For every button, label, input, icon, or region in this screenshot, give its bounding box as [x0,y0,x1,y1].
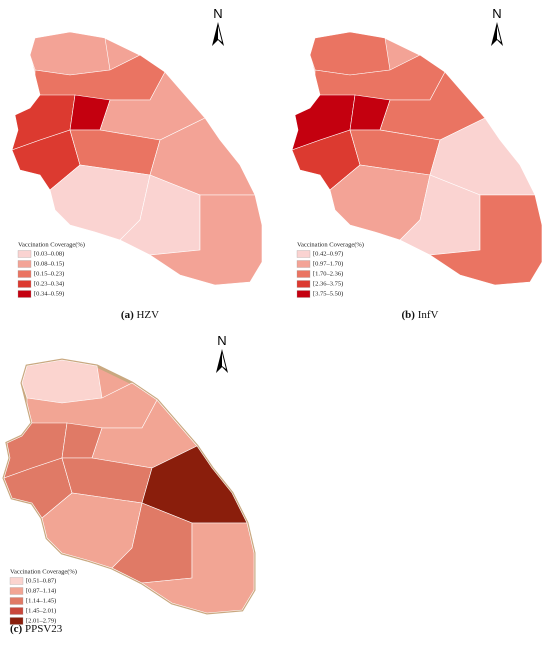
legend-label: [2.36–3.75) [313,280,343,287]
map [11,31,263,286]
legend-label: [3.75–5.50) [313,290,343,297]
legend-swatch [17,250,32,258]
legend-swatch [296,280,311,288]
legend-label: [0.03–0.08) [34,250,64,257]
district [149,194,263,286]
legend-title: Vaccination Coverage(%) [297,241,364,248]
legend-label: [0.23–0.34) [34,280,64,287]
north-arrow-half [497,26,501,42]
legend-label: [0.87–1.14) [26,587,56,594]
caption: (b) InfV [402,309,439,321]
caption-letter: (a) [121,309,134,321]
north-label: N [217,333,226,348]
legend-swatch [296,290,311,298]
map [291,31,543,286]
legend-swatch [9,597,24,605]
legend-swatch [17,290,32,298]
caption-name: PPSV23 [25,623,63,635]
legend-label: [0.34–0.59) [34,290,64,297]
legend-label: [1.45–2.01) [26,607,56,614]
district [309,31,391,76]
caption-name: HZV [136,309,159,321]
north-label: N [213,6,222,21]
district [429,194,543,286]
legend-label: [0.08–0.15) [34,260,64,267]
north-label: N [492,6,501,21]
caption-letter: (b) [402,309,416,321]
district [21,359,103,404]
legend-swatch [9,577,24,585]
legend-title: Vaccination Coverage(%) [18,241,85,248]
legend-label: [0.51–0.87) [26,577,56,584]
legend-swatch [17,260,32,268]
district [141,522,255,614]
north-arrow-half [218,26,222,42]
legend-label: [1.70–2.36) [313,270,343,277]
legend-swatch [296,250,311,258]
caption-name: InfV [418,309,439,321]
legend-swatch [296,270,311,278]
legend-swatch [296,260,311,268]
legend-swatch [17,270,32,278]
legend-swatch [17,280,32,288]
caption: (c) PPSV23 [10,623,63,635]
legend-swatch [9,587,24,595]
legend-title: Vaccination Coverage(%) [10,568,77,575]
legend-label: [0.42–0.97) [313,250,343,257]
caption: (a) HZV [121,309,159,321]
legend-label: [1.14–1.45) [26,597,56,604]
north-arrow-half [222,353,226,369]
legend-swatch [9,617,24,625]
legend-label: [2.01–2.79) [26,617,56,624]
caption-letter: (c) [10,623,23,635]
legend-label: [0.97–1.70) [313,260,343,267]
legend-swatch [9,607,24,615]
district [29,31,111,76]
legend-label: [0.15–0.23) [34,270,64,277]
map [2,358,256,615]
